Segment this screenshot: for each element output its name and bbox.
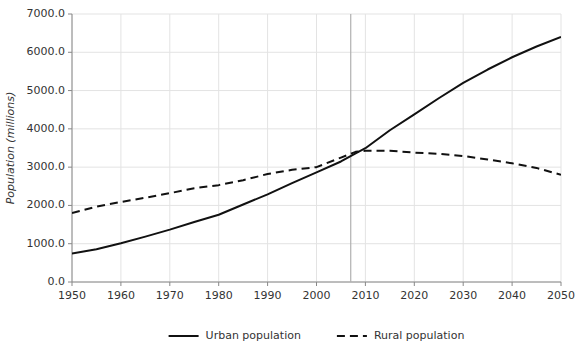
legend-item: Rural population <box>337 329 464 342</box>
y-tick-label: 6000.0 <box>27 45 66 58</box>
y-axis-line <box>72 14 73 282</box>
x-tick <box>169 282 170 286</box>
x-grid-line <box>267 14 268 282</box>
grid <box>72 14 561 282</box>
x-grid-line <box>120 14 121 282</box>
y-tick-label: 3000.0 <box>27 160 66 173</box>
x-axis-line <box>72 282 561 283</box>
x-tick-label: 1970 <box>156 289 184 302</box>
chart: 0.0 1000.0 2000.0 3000.0 4000.0 5000.0 6000.0 7… <box>0 0 579 358</box>
x-tick <box>561 282 562 286</box>
x-tick-label: 1990 <box>254 289 282 302</box>
y-tick-label: 2000.0 <box>27 198 66 211</box>
x-tick-label: 2040 <box>498 289 526 302</box>
plot-area <box>72 14 561 282</box>
x-tick <box>463 282 464 286</box>
x-grid-line <box>72 14 73 282</box>
y-tick <box>68 282 72 283</box>
x-grid-line <box>169 14 170 282</box>
x-grid-line <box>414 14 415 282</box>
x-tick-label: 2010 <box>351 289 379 302</box>
y-tick <box>68 243 72 244</box>
x-tick-label: 2020 <box>400 289 428 302</box>
x-tick <box>365 282 366 286</box>
y-tick-label: 0.0 <box>48 275 66 288</box>
x-grid-line <box>463 14 464 282</box>
legend-label: Urban population <box>206 329 301 342</box>
x-tick-label: 1980 <box>205 289 233 302</box>
x-tick-label: 1950 <box>58 289 86 302</box>
x-grid-line <box>218 14 219 282</box>
x-tick <box>267 282 268 286</box>
x-tick <box>512 282 513 286</box>
y-tick-label: 7000.0 <box>27 7 66 20</box>
y-tick-label: 5000.0 <box>27 84 66 97</box>
x-tick <box>120 282 121 286</box>
y-tick <box>68 167 72 168</box>
x-grid-line <box>561 14 562 282</box>
y-axis-label: Population (millions) <box>4 92 17 205</box>
x-tick <box>414 282 415 286</box>
legend-label: Rural population <box>374 329 464 342</box>
x-tick-label: 1960 <box>107 289 135 302</box>
y-tick <box>68 14 72 15</box>
legend-swatch <box>337 335 367 337</box>
axes: 0.0 1000.0 2000.0 3000.0 4000.0 5000.0 6000.0 7… <box>27 7 576 302</box>
series-line <box>72 151 561 213</box>
y-grid-line <box>72 282 561 283</box>
x-tick <box>72 282 73 286</box>
legend-swatch <box>169 335 199 337</box>
y-tick <box>68 205 72 206</box>
reference-line <box>350 14 351 282</box>
x-tick <box>218 282 219 286</box>
y-tick <box>68 90 72 91</box>
x-tick-label: 2050 <box>547 289 575 302</box>
series-line <box>72 37 561 253</box>
legend-item: Urban population <box>169 329 301 342</box>
x-grid-line <box>316 14 317 282</box>
y-tick <box>68 52 72 53</box>
x-tick <box>316 282 317 286</box>
x-tick-label: 2000 <box>303 289 331 302</box>
y-tick-label: 4000.0 <box>27 122 66 135</box>
y-tick-label: 1000.0 <box>27 237 66 250</box>
y-tick <box>68 128 72 129</box>
x-grid-line <box>512 14 513 282</box>
x-tick-label: 2030 <box>449 289 477 302</box>
legend: Urban population Rural population <box>169 329 465 342</box>
